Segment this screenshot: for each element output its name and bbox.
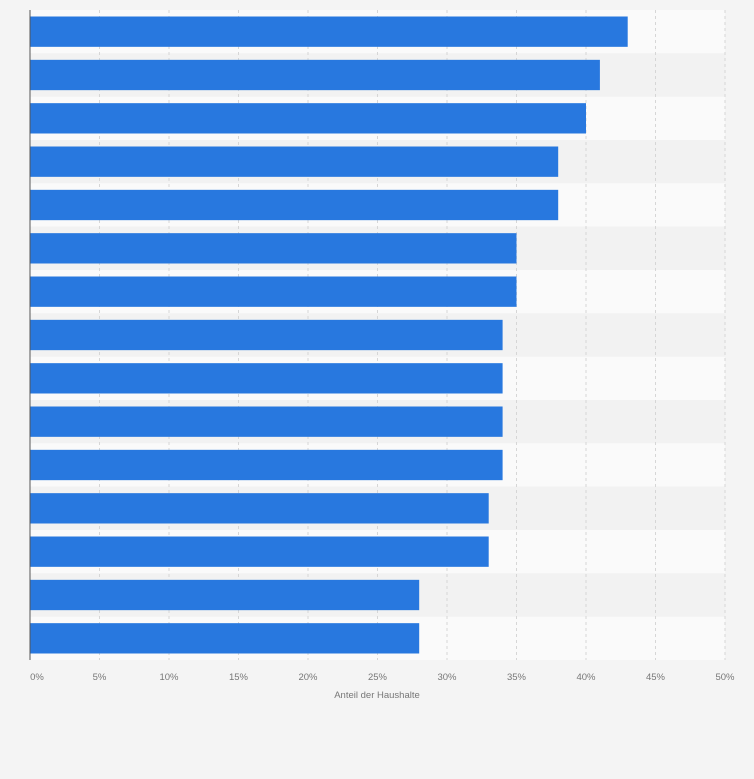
bar — [30, 59, 600, 91]
bar — [30, 406, 503, 437]
x-tick-label: 50% — [715, 672, 735, 683]
bar — [30, 103, 586, 134]
bar — [30, 449, 503, 481]
bar — [30, 623, 420, 654]
x-tick-label: 20% — [298, 672, 318, 683]
bars — [30, 16, 628, 654]
x-tick-label: 25% — [368, 672, 388, 683]
bar — [30, 363, 503, 394]
bar — [30, 579, 420, 611]
bar — [30, 189, 559, 221]
bar — [30, 493, 489, 524]
x-axis-ticks: 0% 5% 10% 15% 20% 25% 30% 35% 40% 45% 50% — [30, 672, 735, 683]
x-axis-title: Anteil der Haushalte — [334, 690, 420, 701]
bar — [30, 233, 517, 264]
bar — [30, 536, 489, 567]
x-tick-label: 5% — [93, 672, 107, 683]
x-tick-label: 45% — [646, 672, 666, 683]
bar — [30, 16, 628, 47]
bar — [30, 146, 559, 177]
bar — [30, 276, 517, 307]
x-tick-label: 35% — [507, 672, 527, 683]
x-tick-label: 15% — [229, 672, 249, 683]
x-tick-label: 0% — [30, 672, 44, 683]
x-tick-label: 40% — [576, 672, 596, 683]
bar — [30, 319, 503, 351]
x-tick-label: 10% — [159, 672, 179, 683]
x-tick-label: 30% — [437, 672, 457, 683]
